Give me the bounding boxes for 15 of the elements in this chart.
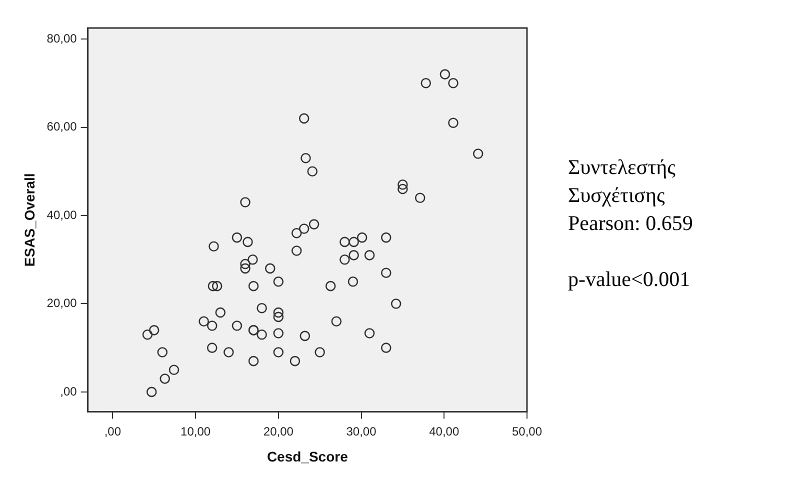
y-tick-label: 20,00 [46,296,78,310]
x-tick-label: 30,00 [346,424,377,438]
y-tick-label: 60,00 [46,120,78,134]
x-tick-label: 40,00 [429,424,460,438]
x-tick-label: 50,00 [512,424,542,438]
y-tick-label: 40,00 [46,208,78,222]
y-tick-label: ,00 [60,384,78,398]
text: p-value<0.001 [568,266,692,293]
y-tick-label: 80,00 [46,31,78,46]
x-tick-label: 20,00 [263,424,294,438]
x-tick-label: 10,00 [180,424,211,438]
x-axis-title: Cesd_Score [266,448,348,464]
x-tick-label: ,00 [104,424,122,438]
y-axis-title: ESAS_Overall [21,173,38,267]
text: Συντελεστής Συσχέτισης Pearson: 0.659 [568,154,694,237]
